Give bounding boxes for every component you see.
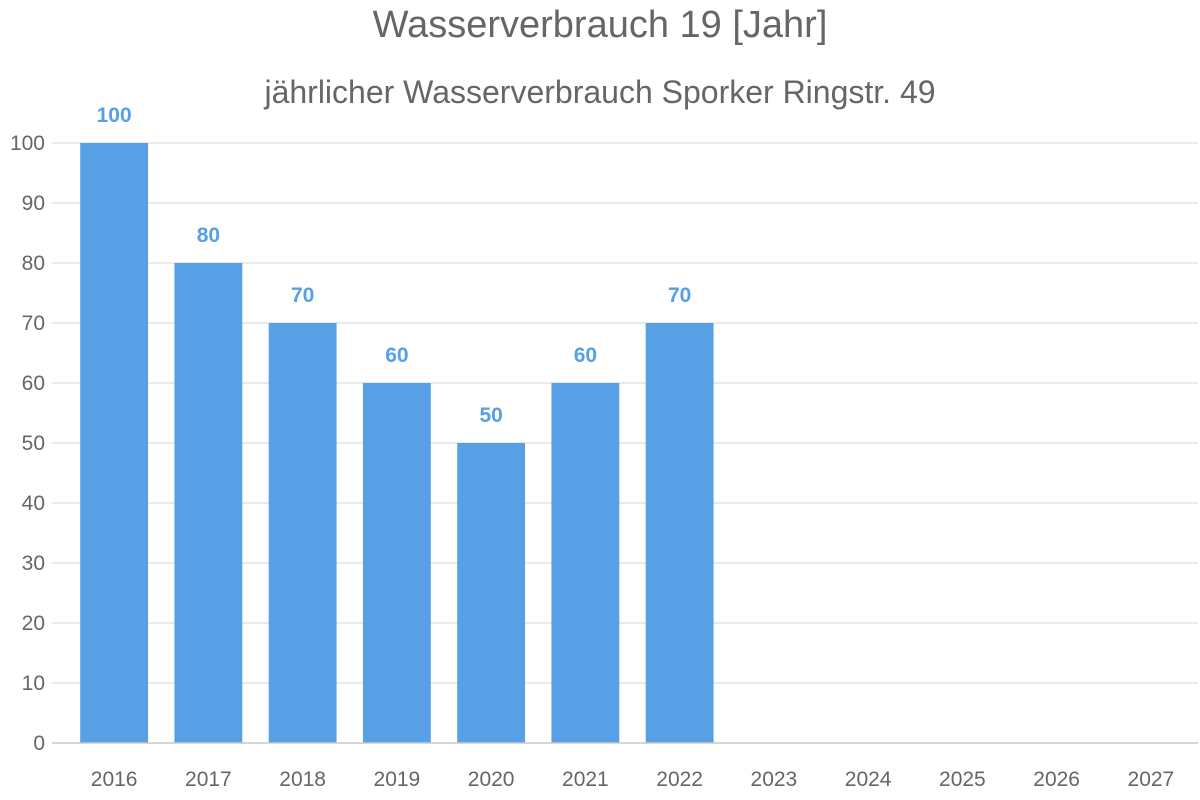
y-tick-label: 50 (22, 432, 45, 455)
x-tick-label: 2017 (185, 768, 232, 791)
y-tick-label: 60 (22, 372, 45, 395)
x-tick-label: 2026 (1033, 768, 1080, 791)
chart-subtitle: jährlicher Wasserverbrauch Sporker Rings… (263, 74, 935, 110)
y-tick-label: 10 (22, 672, 45, 695)
chart-title: Wasserverbrauch 19 [Jahr] (373, 4, 828, 46)
data-labels: 100 80 70 60 50 60 70 (97, 104, 692, 427)
y-tick-label: 40 (22, 492, 45, 515)
x-tick-label: 2027 (1128, 768, 1175, 791)
data-label-2019: 60 (385, 344, 408, 367)
bar-2022 (645, 323, 714, 743)
x-tick-label: 2024 (845, 768, 892, 791)
data-label-2018: 70 (291, 284, 314, 307)
y-tick-label: 20 (22, 612, 45, 635)
y-gridlines (52, 142, 1198, 684)
bar-2021 (551, 383, 620, 743)
data-label-2022: 70 (668, 284, 691, 307)
bar-2017 (174, 263, 243, 743)
x-tick-label: 2021 (562, 768, 609, 791)
y-tick-label: 80 (22, 252, 45, 275)
x-tick-label: 2025 (939, 768, 986, 791)
data-label-2020: 50 (479, 404, 502, 427)
bar-2019 (362, 383, 431, 743)
x-tick-label: 2022 (656, 768, 703, 791)
x-tick-label: 2023 (751, 768, 798, 791)
bar-2020 (457, 443, 526, 743)
y-tick-label: 90 (22, 192, 45, 215)
data-label-2016: 100 (97, 104, 132, 127)
bars (80, 143, 714, 743)
y-tick-label: 0 (33, 732, 45, 755)
y-tick-label: 100 (10, 132, 45, 155)
y-axis-ticks: 0 10 20 30 40 50 60 70 80 90 100 (10, 132, 45, 755)
x-tick-label: 2020 (468, 768, 515, 791)
x-tick-label: 2016 (91, 768, 138, 791)
x-tick-label: 2018 (279, 768, 326, 791)
x-axis-ticks: 2016 2017 2018 2019 2020 2021 2022 2023 2024 2025… (91, 768, 1174, 791)
x-tick-label: 2019 (374, 768, 421, 791)
bar-2016 (80, 143, 149, 743)
y-tick-label: 70 (22, 312, 45, 335)
data-label-2021: 60 (574, 344, 597, 367)
data-label-2017: 80 (197, 224, 220, 247)
bar-2018 (268, 323, 337, 743)
y-tick-label: 30 (22, 552, 45, 575)
